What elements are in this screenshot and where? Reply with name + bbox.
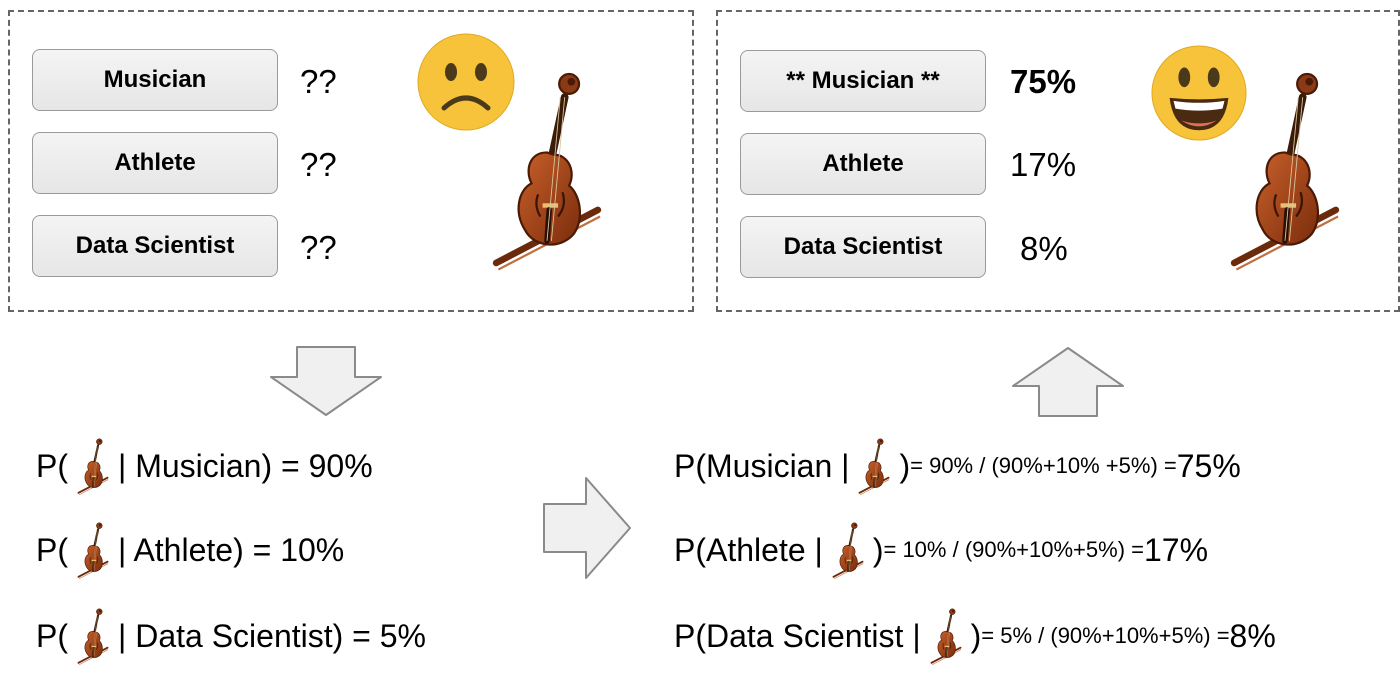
- prior-value-data-scientist: ??: [300, 229, 337, 266]
- violin-icon: [929, 607, 963, 666]
- equation-prefix: P(Data Scientist |: [674, 617, 921, 654]
- posterior-equation-data-scientist: P(Data Scientist | ) = 5% / (90%+10%+5%)…: [674, 606, 1276, 666]
- category-label: Musician: [103, 66, 207, 93]
- happy-face-icon: [1151, 45, 1247, 141]
- equation-prefix: P(: [36, 447, 68, 484]
- category-label: ** Musician **: [786, 67, 940, 94]
- posterior-value-data-scientist: 8%: [1020, 230, 1068, 267]
- equation-result: 17%: [1143, 531, 1209, 568]
- posterior-box: ** Musician ** 75% Athlete 17% Data Scie…: [716, 10, 1400, 312]
- violin-icon: [472, 64, 622, 274]
- equation-result: 8%: [1229, 617, 1276, 654]
- likelihood-list: P( | Musician) = 90% P( | Athlete) = 10%…: [36, 436, 536, 676]
- likelihood-equation-athlete: P( | Athlete) = 10%: [36, 520, 344, 580]
- equation-close: ): [899, 447, 911, 484]
- equation-formula: = 10% / (90%+10%+5%) =: [883, 537, 1144, 562]
- likelihood-equation-data-scientist: P( | Data Scientist) = 5%: [36, 606, 426, 666]
- right-arrow-icon: [543, 477, 631, 579]
- down-arrow-icon: [270, 346, 382, 416]
- posterior-equation-athlete: P(Athlete | ) = 10% / (90%+10%+5%) = 17%: [674, 520, 1208, 580]
- equation-prefix: P(Athlete |: [674, 531, 823, 568]
- equation-close: ): [970, 617, 982, 654]
- equation-prefix: P(Musician |: [674, 447, 850, 484]
- equation-formula: = 90% / (90%+10% +5%) =: [910, 453, 1177, 478]
- category-label: Data Scientist: [783, 233, 943, 260]
- prior-box: Musician ?? Athlete ?? Data Scientist ??: [8, 10, 694, 312]
- equation-result: 75%: [1176, 447, 1241, 484]
- category-label: Data Scientist: [75, 232, 235, 259]
- equation-suffix: | Athlete) = 10%: [118, 531, 345, 568]
- equation-prefix: P(: [36, 531, 68, 568]
- prior-value-musician: ??: [300, 63, 337, 100]
- category-musician-highlighted: ** Musician **: [740, 50, 986, 112]
- prior-value-athlete: ??: [300, 146, 337, 183]
- violin-icon: [1210, 64, 1360, 274]
- violin-icon: [831, 521, 865, 580]
- category-label: Athlete: [114, 149, 196, 176]
- violin-icon: [77, 607, 110, 666]
- violin-icon: [77, 437, 110, 496]
- category-musician: Musician: [32, 49, 278, 111]
- posterior-equation-musician: P(Musician | ) = 90% / (90%+10% +5%) = 7…: [674, 436, 1241, 496]
- category-data-scientist: Data Scientist: [32, 215, 278, 277]
- equation-close: ): [872, 531, 884, 568]
- equation-suffix: | Musician) = 90%: [118, 447, 373, 484]
- equation-suffix: | Data Scientist) = 5%: [118, 617, 426, 654]
- violin-icon: [77, 521, 110, 580]
- posterior-value-musician: 75%: [1010, 63, 1077, 100]
- sad-face-icon: [417, 33, 515, 131]
- category-data-scientist: Data Scientist: [740, 216, 986, 278]
- posterior-list: P(Musician | ) = 90% / (90%+10% +5%) = 7…: [674, 436, 1396, 676]
- equation-prefix: P(: [36, 617, 68, 654]
- posterior-value-athlete: 17%: [1010, 146, 1077, 183]
- equation-formula: = 5% / (90%+10%+5%) =: [981, 623, 1230, 648]
- category-athlete: Athlete: [32, 132, 278, 194]
- category-athlete: Athlete: [740, 133, 986, 195]
- category-label: Athlete: [822, 150, 904, 177]
- likelihood-equation-musician: P( | Musician) = 90%: [36, 436, 373, 496]
- up-arrow-icon: [1012, 347, 1124, 417]
- violin-icon: [858, 437, 892, 496]
